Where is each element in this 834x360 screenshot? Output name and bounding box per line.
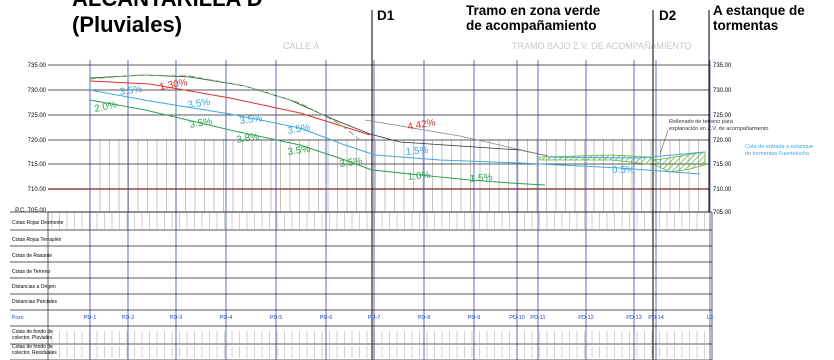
row-label-pozo: Pozo [12, 315, 24, 321]
left-elevation-axis: 735.00 730.00 725.00 720.00 715.00 710.0… [15, 63, 47, 214]
slope-label: 3.5% [287, 144, 311, 158]
gray-connector-line [365, 120, 548, 156]
pozo-label: PD-5 [270, 315, 283, 321]
slope-label: 3.5% [119, 84, 143, 98]
axis-right-tick: 735.00 [713, 63, 732, 69]
row-label-dist-origen: Distancias a Origen [12, 284, 56, 290]
axis-left-tick: 725.00 [28, 113, 47, 119]
cyan-pipe-line [90, 90, 700, 174]
slope-label: 1.5% [405, 145, 429, 158]
annotation-relleno-line1: Rellenado de terreno para [669, 119, 734, 125]
axis-right-tick: 730.00 [713, 88, 732, 94]
data-band-grid [10, 212, 712, 360]
axis-left-tick: 720.00 [28, 138, 47, 144]
elevation-gridlines [48, 65, 710, 212]
slope-label: 1.30% [159, 77, 189, 93]
row-label-residuales-2: colector, Residuales [12, 350, 57, 356]
row-label-rasante: Cotas de Rasante [12, 253, 52, 259]
right-elevation-axis: 735.00 730.00 725.00 720.00 715.00 710.0… [713, 63, 732, 216]
row-label-terraplen: Cotas Rojas Terraplén [12, 237, 62, 243]
pozo-label: PD-6 [320, 315, 333, 321]
pozo-label: PD-3 [170, 315, 183, 321]
axis-right-tick: 710.00 [713, 187, 732, 193]
row-label-dist-parciales: Distancias Parciales [12, 299, 58, 305]
slope-label: 3.5% [239, 113, 263, 127]
axis-right-tick: 715.00 [713, 162, 732, 168]
annotation-cota-line1: Cota de entrada a estanque [745, 144, 813, 150]
axis-left-tick: P.C. 705.00 [15, 208, 47, 214]
slope-label: 3.5% [339, 156, 363, 170]
pozo-label: PD-11 [530, 315, 545, 321]
data-row-labels: Cotas Rojas Desmonte Cotas Rojas Terrapl… [12, 220, 64, 356]
pozo-label: PD-9 [468, 315, 481, 321]
pozo-label: PD-8 [418, 315, 431, 321]
annotation-leader-line [660, 130, 668, 154]
pozo-label: PD-14 [648, 315, 664, 321]
slope-label: 1.5% [469, 172, 493, 185]
sublabel-calle-a: CALLE A [283, 41, 320, 51]
axis-right-tick: 705.00 [713, 210, 732, 216]
slope-label: 3.5% [187, 97, 211, 111]
slope-label: 4.42% [407, 117, 437, 133]
pozo-label: PD-10 [509, 315, 525, 321]
sublabel-tramo-bajo: TRAMO BAJO Z.V. DE ACOMPAÑAMIENTO [512, 41, 691, 51]
axis-left-tick: 730.00 [28, 88, 47, 94]
green-pipe-line [90, 100, 545, 185]
slope-label: 3.8% [236, 131, 260, 146]
slope-label: 3.5% [189, 116, 213, 131]
pozo-label: PD-1 [84, 315, 97, 321]
pozo-label: PD-4 [220, 315, 233, 321]
station-gridlines [90, 10, 710, 360]
row-label-terreno: Cotas de Terreno [12, 269, 50, 275]
pozo-label: PD-7 [368, 315, 381, 321]
axis-left-tick: 735.00 [28, 63, 47, 69]
axis-left-tick: 715.00 [28, 162, 47, 168]
pozo-labels: PD-1 PD-2 PD-3 PD-4 PD-5 PD-6 PD-7 PD-8 … [84, 315, 713, 321]
axis-right-tick: 720.00 [713, 138, 732, 144]
pozo-label: PD-2 [122, 315, 135, 321]
annotation-relleno-line2: explanación en Z.V. de acompañamiento [669, 126, 768, 132]
row-label-desmonte: Cotas Rojas Desmonte [12, 220, 64, 226]
slope-label: 1.0% [407, 170, 431, 183]
pozo-label: L3 [707, 315, 713, 321]
pozo-label: PD-13 [626, 315, 642, 321]
axis-left-tick: 710.00 [28, 187, 47, 193]
pozo-label: PD-12 [578, 315, 594, 321]
slope-label: 0.5% [612, 165, 635, 176]
row-label-pluviales-2: colector, Pluviales [12, 335, 53, 341]
slope-label: 3.5% [287, 122, 311, 137]
annotation-cota-line2: de tormentas Fuentelucha [745, 151, 810, 157]
